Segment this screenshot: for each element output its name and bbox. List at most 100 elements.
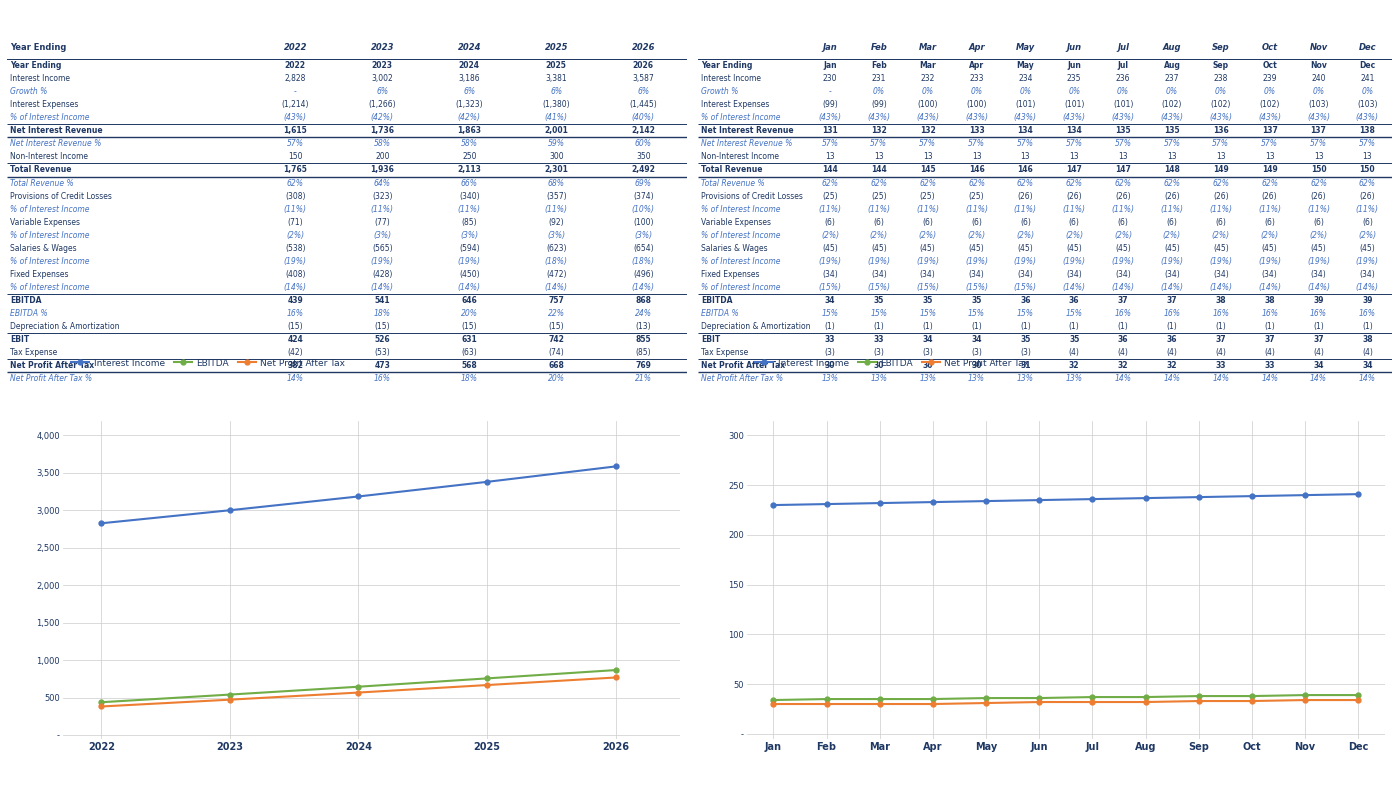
EBITDA [350, 682, 367, 692]
Net Profit After Tax [94, 702, 110, 711]
Text: 350: 350 [637, 152, 651, 161]
Text: 237: 237 [1164, 74, 1180, 83]
Text: Jun: Jun [1067, 42, 1082, 52]
Text: 35: 35 [923, 296, 933, 305]
Text: 137: 137 [1311, 127, 1326, 135]
Text: Net Profit After Tax %: Net Profit After Tax % [10, 374, 92, 383]
Text: 13%: 13% [870, 374, 888, 383]
Text: 14%: 14% [1261, 374, 1279, 383]
Text: (19%): (19%) [1160, 257, 1184, 266]
Text: 36: 36 [1167, 335, 1177, 344]
Text: 34: 34 [923, 335, 933, 344]
Text: (45): (45) [1213, 244, 1228, 253]
Text: (1): (1) [1020, 322, 1030, 331]
Text: (43%): (43%) [1356, 113, 1379, 123]
Text: 20%: 20% [461, 309, 477, 318]
EBITDA [924, 694, 941, 703]
Text: (15%): (15%) [1013, 283, 1037, 292]
Text: (6): (6) [972, 218, 981, 226]
Text: (2%): (2%) [1065, 230, 1083, 240]
Text: 69%: 69% [635, 178, 652, 188]
Text: 37: 37 [1216, 335, 1226, 344]
Text: 15%: 15% [1016, 309, 1034, 318]
Text: (25): (25) [969, 192, 984, 200]
Text: (15): (15) [549, 322, 564, 331]
Text: (14%): (14%) [1111, 283, 1135, 292]
Text: (565): (565) [371, 244, 392, 253]
Text: 234: 234 [1018, 74, 1033, 83]
Text: (102): (102) [1210, 101, 1231, 109]
Text: 37: 37 [1265, 335, 1275, 344]
Text: 0%: 0% [872, 87, 885, 96]
Text: Interest Income: Interest Income [10, 74, 70, 83]
Text: 33: 33 [874, 335, 884, 344]
Text: 473: 473 [374, 361, 391, 370]
Text: (3): (3) [825, 348, 835, 357]
Text: (34): (34) [1262, 270, 1277, 279]
Text: 2023: 2023 [370, 42, 394, 52]
Text: Jan: Jan [822, 42, 838, 52]
Text: 30: 30 [972, 361, 981, 370]
Text: 36: 36 [1118, 335, 1128, 344]
Text: (43%): (43%) [1307, 113, 1330, 123]
Text: 57%: 57% [870, 139, 888, 149]
Text: (1,445): (1,445) [630, 101, 658, 109]
Text: Income Statement ($'000) - 5 Years to December 2026: Income Statement ($'000) - 5 Years to De… [14, 398, 311, 408]
Text: 3,587: 3,587 [632, 74, 655, 83]
Text: 769: 769 [635, 361, 652, 370]
Text: 132: 132 [920, 127, 935, 135]
Text: 2024: 2024 [458, 42, 482, 52]
Net Profit After Tax [1244, 696, 1261, 706]
Text: 13: 13 [1314, 152, 1323, 161]
Text: (19%): (19%) [1111, 257, 1135, 266]
Text: 2,828: 2,828 [285, 74, 306, 83]
Text: (34): (34) [871, 270, 886, 279]
Text: 13%: 13% [919, 374, 937, 383]
Text: (19%): (19%) [1307, 257, 1330, 266]
Text: (45): (45) [1164, 244, 1180, 253]
Text: 146: 146 [969, 166, 984, 174]
Text: (11%): (11%) [544, 204, 568, 214]
Text: Jun: Jun [1068, 61, 1081, 70]
Text: 21%: 21% [635, 374, 652, 383]
Text: (34): (34) [1115, 270, 1131, 279]
Text: 144: 144 [822, 166, 838, 174]
Text: (6): (6) [1362, 218, 1372, 226]
Text: 2,142: 2,142 [631, 127, 655, 135]
Text: (103): (103) [1357, 101, 1378, 109]
Net Profit After Tax [977, 698, 994, 707]
Text: (63): (63) [462, 348, 477, 357]
Text: 13%: 13% [1016, 374, 1034, 383]
Text: (42%): (42%) [371, 113, 394, 123]
Text: (34): (34) [920, 270, 935, 279]
Text: (26): (26) [1262, 192, 1277, 200]
Text: Year Ending: Year Ending [10, 61, 61, 70]
Text: Interest Expenses: Interest Expenses [701, 101, 769, 109]
Text: Fixed Expenses: Fixed Expenses [701, 270, 759, 279]
Text: 13: 13 [1167, 152, 1177, 161]
Interest Income [222, 505, 239, 515]
Text: 33: 33 [1216, 361, 1226, 370]
Text: 13: 13 [1118, 152, 1128, 161]
Text: (74): (74) [549, 348, 564, 357]
Text: 62%: 62% [286, 178, 304, 188]
Text: (25): (25) [871, 192, 886, 200]
Text: (26): (26) [1213, 192, 1228, 200]
Text: 150: 150 [288, 152, 303, 161]
Text: 6%: 6% [376, 87, 388, 96]
Text: (15%): (15%) [818, 283, 842, 292]
Text: Mar: Mar [919, 42, 937, 52]
Text: 14%: 14% [1212, 374, 1230, 383]
Text: 36: 36 [1020, 296, 1030, 305]
Text: 32: 32 [1069, 361, 1079, 370]
Text: Net Interest Revenue: Net Interest Revenue [10, 127, 103, 135]
Text: (11%): (11%) [1258, 204, 1282, 214]
Text: 0%: 0% [1361, 87, 1374, 96]
Text: (15): (15) [374, 322, 389, 331]
Text: (99): (99) [871, 101, 886, 109]
Text: (11%): (11%) [1356, 204, 1379, 214]
Text: (19%): (19%) [458, 257, 480, 266]
Text: Tax Expense: Tax Expense [701, 348, 748, 357]
Text: (3%): (3%) [373, 230, 391, 240]
Text: 3,381: 3,381 [546, 74, 567, 83]
